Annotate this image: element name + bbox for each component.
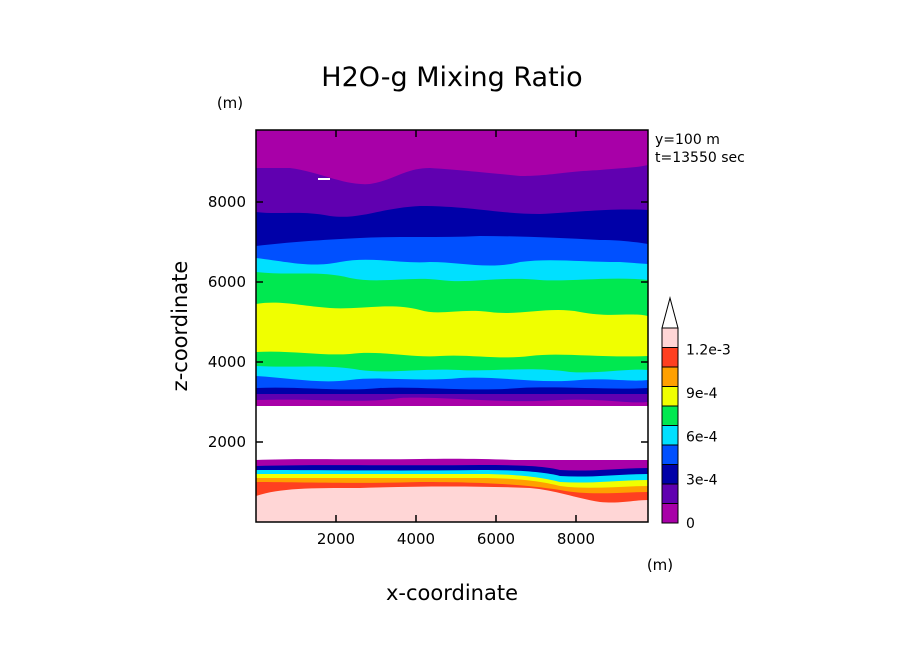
colorbar-swatch [661, 503, 679, 524]
colorbar-tick-label: 6e-4 [686, 429, 718, 445]
x-tick-label: 4000 [397, 530, 435, 548]
colorbar: 0 3e-4 6e-4 9e-4 1.2e-3 [661, 296, 731, 532]
layer-white-gap [256, 406, 648, 460]
x-tick-label: 6000 [477, 530, 515, 548]
colorbar-swatch [661, 464, 679, 485]
x-axis-title: x-coordinate [386, 581, 518, 605]
colorbar-tick-label: 3e-4 [686, 473, 718, 489]
annotation-block: y=100 m t=13550 sec [655, 132, 745, 166]
colorbar-swatch [661, 386, 679, 407]
colorbar-swatch [661, 327, 679, 348]
colorbar-tick-label: 9e-4 [686, 386, 718, 402]
x-unit-label: (m) [647, 556, 673, 574]
colorbar-swatch [661, 366, 679, 387]
y-tick-label: 6000 [208, 273, 246, 291]
plot-area [256, 130, 648, 522]
colorbar-swatch [661, 405, 679, 426]
colorbar-extend-arrow [661, 296, 679, 329]
chart-title: H2O-g Mixing Ratio [321, 62, 582, 93]
plot-frame [255, 129, 649, 523]
y-unit-label: (m) [217, 94, 243, 112]
annotation-line-2: t=13550 sec [655, 150, 745, 166]
y-tick-label: 2000 [208, 433, 246, 451]
x-tick-label: 8000 [557, 530, 595, 548]
y-tick-label: 4000 [208, 353, 246, 371]
colorbar-swatch [661, 347, 679, 368]
colorbar-swatch [661, 425, 679, 446]
y-axis: 2000 4000 6000 8000 [208, 193, 648, 451]
y-tick-label: 8000 [208, 193, 246, 211]
white-fleck [318, 178, 330, 180]
x-tick-label: 2000 [317, 530, 355, 548]
x-axis: 2000 4000 6000 8000 [317, 130, 595, 548]
colorbar-swatch [661, 444, 679, 465]
layer-pink-base [256, 486, 648, 522]
colorbar-swatch [661, 483, 679, 504]
colorbar-tick-label: 0 [686, 516, 695, 532]
colorbar-tick-label: 1.2e-3 [686, 343, 731, 359]
annotation-line-1: y=100 m [655, 132, 720, 148]
y-axis-title: z-coordinate [168, 261, 192, 392]
